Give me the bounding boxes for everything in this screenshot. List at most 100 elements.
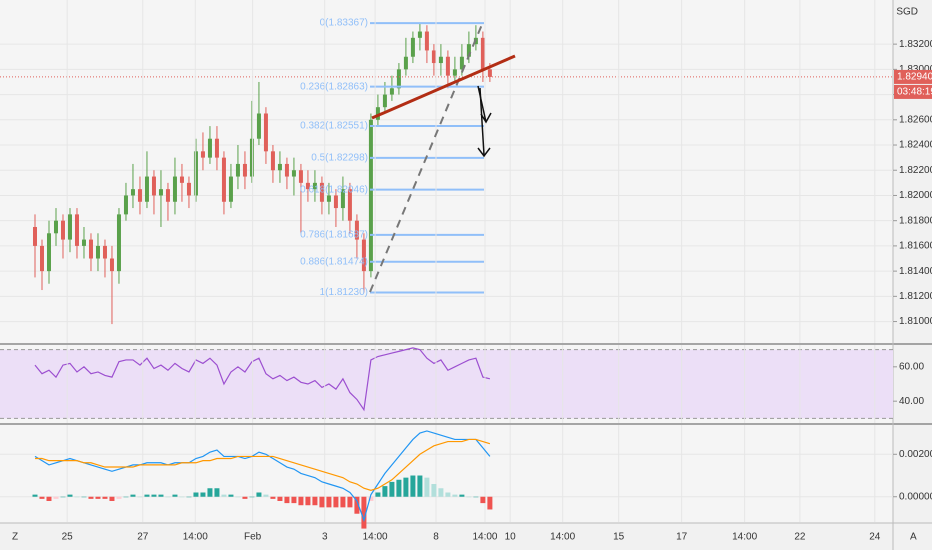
- candle-body: [39, 245, 44, 272]
- candle-body: [151, 176, 156, 196]
- histogram-bar: [74, 496, 80, 498]
- histogram-bar: [214, 488, 220, 497]
- candle-body: [438, 56, 443, 64]
- candle-body: [60, 220, 65, 240]
- candle-body: [340, 189, 345, 209]
- y-tick-label: 40.00: [899, 396, 924, 407]
- candle-body: [417, 31, 422, 38]
- candle-body: [410, 37, 415, 57]
- candle-body: [74, 214, 79, 246]
- histogram-bar: [347, 496, 353, 508]
- candle-body: [88, 239, 93, 259]
- histogram-bar: [116, 496, 122, 499]
- x-tick-label: 14:00: [472, 532, 497, 543]
- x-tick-label: 14:00: [550, 532, 575, 543]
- histogram-bar: [123, 496, 129, 498]
- candle-body: [333, 195, 338, 209]
- candle-body: [186, 182, 191, 196]
- x-tick-label: 3: [322, 532, 328, 543]
- countdown-label: 03:48:19: [897, 87, 932, 98]
- last-price-label: 1.82940: [897, 72, 932, 83]
- candle-body: [270, 151, 275, 171]
- drawings: [369, 21, 516, 293]
- histogram-bar: [487, 496, 493, 510]
- fib-trend-line: [369, 21, 484, 293]
- candle-body: [256, 113, 261, 139]
- fib-label: 0.5(1.82298): [311, 153, 368, 164]
- histogram-bar: [466, 496, 472, 498]
- candle-body: [214, 138, 219, 158]
- candle-body: [32, 226, 37, 246]
- candle-body: [228, 176, 233, 202]
- candle-body: [312, 182, 317, 190]
- rsi-line: [34, 347, 491, 412]
- y-tick-label: 1.81800: [899, 215, 932, 226]
- histogram-bar: [109, 496, 115, 501]
- histogram-bar: [242, 496, 248, 499]
- candle-body: [165, 189, 170, 202]
- histogram-bar: [60, 496, 66, 498]
- histogram-bar: [137, 496, 143, 498]
- histogram-bar: [445, 492, 451, 497]
- x-tick-label: 24: [869, 532, 881, 543]
- candle-body: [193, 151, 198, 196]
- currency-label: SGD: [896, 7, 918, 18]
- y-tick-label: 1.81200: [899, 291, 932, 302]
- y-tick-label: 1.82200: [899, 165, 932, 176]
- toolbar-button[interactable]: Z: [12, 532, 18, 543]
- candle-body: [424, 31, 429, 51]
- histogram-bar: [263, 494, 269, 497]
- histogram-bar: [375, 492, 381, 497]
- histogram-bar: [270, 496, 276, 499]
- histogram-bar: [277, 496, 283, 501]
- histogram-bar: [340, 496, 346, 508]
- histogram-bar: [102, 496, 108, 499]
- x-tick-label: 8: [433, 532, 439, 543]
- arrow: [477, 87, 491, 158]
- fib-label: 0.786(1.81687): [300, 230, 368, 241]
- histogram-bar: [88, 496, 94, 499]
- candle-body: [445, 56, 450, 76]
- histogram-bar: [389, 481, 395, 497]
- candle-body: [298, 170, 303, 183]
- x-tick-label: 14:00: [183, 532, 208, 543]
- histogram-bar: [326, 496, 332, 508]
- histogram-bar: [130, 494, 136, 497]
- histogram-bar: [256, 492, 262, 497]
- histogram-bar: [144, 494, 150, 497]
- toolbar-button[interactable]: A: [910, 532, 917, 543]
- histogram-bar: [165, 496, 171, 498]
- fib-label: 1(1.81230): [320, 287, 368, 298]
- candle-body: [319, 182, 324, 202]
- fib-label: 0(1.83367): [320, 18, 368, 29]
- candle-body: [179, 176, 184, 183]
- histogram-bar: [67, 494, 73, 497]
- y-tick-label: 60.00: [899, 361, 924, 372]
- histogram-bar: [473, 496, 479, 498]
- candle-body: [452, 69, 457, 76]
- candle-body: [368, 119, 373, 272]
- histogram-bar: [158, 494, 164, 497]
- candle-body: [221, 157, 226, 202]
- histogram-bar: [396, 479, 402, 497]
- candle-body: [109, 258, 114, 272]
- histogram-bar: [186, 496, 192, 498]
- candle-body: [403, 56, 408, 70]
- histogram-bar: [333, 496, 339, 508]
- histogram-bar: [235, 496, 241, 498]
- histogram-bar: [298, 496, 304, 506]
- macd-line: [34, 430, 491, 523]
- y-tick-label: 1.81400: [899, 266, 932, 277]
- y-tick-label: 1.83200: [899, 39, 932, 50]
- histogram-bar: [228, 494, 234, 497]
- histogram-bar: [46, 496, 52, 501]
- candle-body: [242, 163, 247, 177]
- x-tick-label: 17: [676, 532, 688, 543]
- histogram-bar: [438, 488, 444, 497]
- candle-body: [361, 239, 366, 272]
- histogram-bar: [81, 496, 87, 498]
- histogram-bar: [305, 496, 311, 506]
- x-tick-label: 10: [505, 532, 517, 543]
